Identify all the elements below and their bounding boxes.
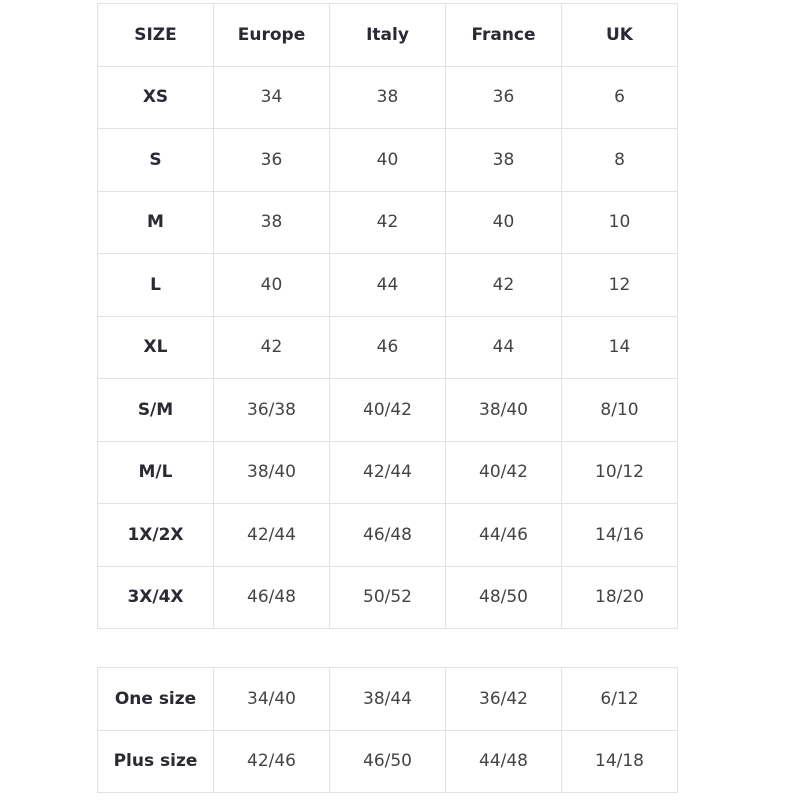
size-label-cell: S: [97, 128, 214, 192]
size-value-cell: 42: [329, 190, 446, 254]
size-value-cell: 42/44: [329, 440, 446, 504]
table-row: M 38 42 40 10: [97, 190, 678, 254]
size-value-cell: 46/48: [329, 503, 446, 567]
size-label-cell: S/M: [97, 378, 214, 442]
size-value-cell: 50/52: [329, 565, 446, 629]
size-value-cell: 40/42: [329, 378, 446, 442]
table-row: S 36 40 38 8: [97, 128, 678, 192]
size-value-cell: 42/44: [213, 503, 330, 567]
column-header: Europe: [213, 3, 330, 67]
size-value-cell: 10: [561, 190, 678, 254]
size-value-cell: 36/38: [213, 378, 330, 442]
size-value-cell: 12: [561, 253, 678, 317]
size-value-cell: 14/18: [561, 729, 678, 793]
size-value-cell: 6: [561, 65, 678, 129]
table-row: L 40 44 42 12: [97, 253, 678, 317]
size-label-cell: M/L: [97, 440, 214, 504]
table-row: 3X/4X 46/48 50/52 48/50 18/20: [97, 565, 678, 629]
size-label-cell: L: [97, 253, 214, 317]
table-row: One size 34/40 38/44 36/42 6/12: [97, 667, 678, 731]
size-value-cell: 44/46: [445, 503, 562, 567]
size-label-cell: 1X/2X: [97, 503, 214, 567]
size-label-cell: One size: [97, 667, 214, 731]
size-value-cell: 42/46: [213, 729, 330, 793]
size-value-cell: 40: [329, 128, 446, 192]
column-header: UK: [561, 3, 678, 67]
size-label-cell: M: [97, 190, 214, 254]
size-chart-table: SIZE Europe Italy France UK XS 34 38 36 6 S 36 40 38…: [97, 3, 678, 629]
table-row: XS 34 38 36 6: [97, 65, 678, 129]
size-value-cell: 44: [329, 253, 446, 317]
size-value-cell: 38: [445, 128, 562, 192]
table-row: XL 42 46 44 14: [97, 315, 678, 379]
size-label-cell: 3X/4X: [97, 565, 214, 629]
table-row: 1X/2X 42/44 46/48 44/46 14/16: [97, 503, 678, 567]
size-value-cell: 10/12: [561, 440, 678, 504]
size-value-cell: 46/48: [213, 565, 330, 629]
one-plus-size-table: One size 34/40 38/44 36/42 6/12 Plus size 42/4…: [97, 667, 678, 793]
size-value-cell: 40: [445, 190, 562, 254]
size-value-cell: 44/48: [445, 729, 562, 793]
size-value-cell: 6/12: [561, 667, 678, 731]
table-row: S/M 36/38 40/42 38/40 8/10: [97, 378, 678, 442]
column-header: Italy: [329, 3, 446, 67]
size-label-cell: XS: [97, 65, 214, 129]
size-value-cell: 8/10: [561, 378, 678, 442]
size-value-cell: 34/40: [213, 667, 330, 731]
table-row: M/L 38/40 42/44 40/42 10/12: [97, 440, 678, 504]
size-value-cell: 46: [329, 315, 446, 379]
size-value-cell: 34: [213, 65, 330, 129]
size-value-cell: 38: [213, 190, 330, 254]
header-row: SIZE Europe Italy France UK: [97, 3, 678, 67]
size-value-cell: 38/40: [213, 440, 330, 504]
size-value-cell: 14/16: [561, 503, 678, 567]
size-value-cell: 38/44: [329, 667, 446, 731]
size-value-cell: 42: [213, 315, 330, 379]
table-row: Plus size 42/46 46/50 44/48 14/18: [97, 729, 678, 793]
size-label-cell: XL: [97, 315, 214, 379]
size-value-cell: 44: [445, 315, 562, 379]
size-value-cell: 40: [213, 253, 330, 317]
column-header: France: [445, 3, 562, 67]
size-value-cell: 36: [213, 128, 330, 192]
size-value-cell: 18/20: [561, 565, 678, 629]
size-value-cell: 40/42: [445, 440, 562, 504]
size-value-cell: 36: [445, 65, 562, 129]
size-value-cell: 46/50: [329, 729, 446, 793]
size-value-cell: 42: [445, 253, 562, 317]
size-value-cell: 38/40: [445, 378, 562, 442]
column-header: SIZE: [97, 3, 214, 67]
size-value-cell: 8: [561, 128, 678, 192]
size-value-cell: 36/42: [445, 667, 562, 731]
size-label-cell: Plus size: [97, 729, 214, 793]
size-value-cell: 48/50: [445, 565, 562, 629]
size-value-cell: 38: [329, 65, 446, 129]
size-value-cell: 14: [561, 315, 678, 379]
